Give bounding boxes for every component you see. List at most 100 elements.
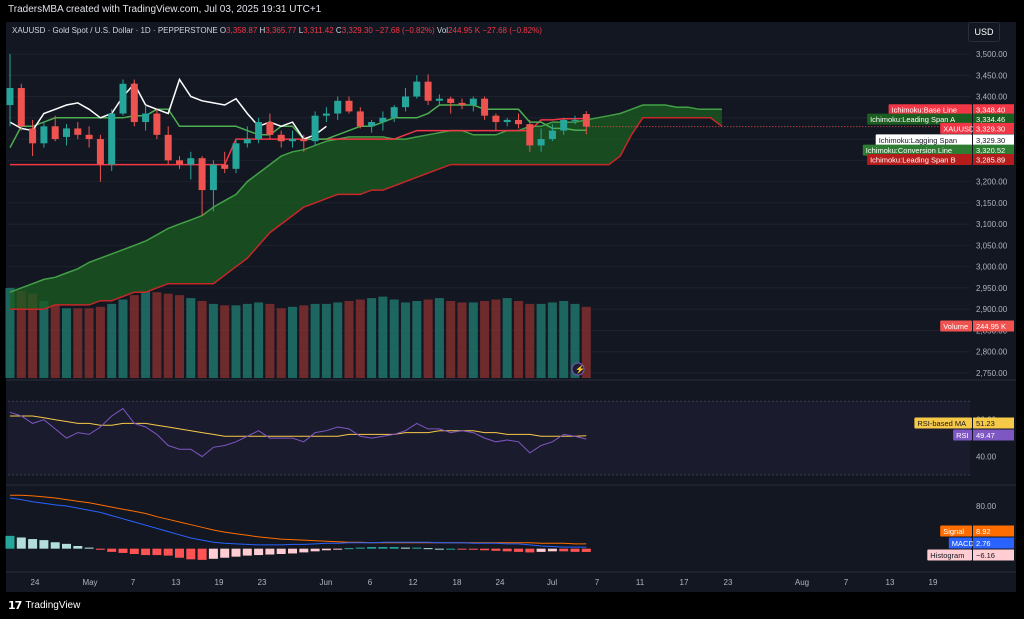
tag-conversion-label-bg — [862, 144, 972, 156]
candle-body — [232, 143, 240, 169]
tag-volume-value-bg — [973, 320, 1014, 332]
volume-bar — [491, 299, 501, 378]
volume-bar — [129, 295, 139, 378]
volume-bar — [73, 308, 83, 378]
volume-bar — [5, 287, 15, 378]
macd-histogram-bar — [220, 548, 230, 558]
volume-bar — [84, 308, 94, 378]
volume-bar — [344, 300, 354, 378]
tag-price-value: 3,329.30 — [976, 124, 1005, 133]
candle-body — [402, 96, 409, 108]
macd-histogram-bar — [95, 548, 105, 550]
macd-histogram-bar — [344, 548, 354, 550]
candle-body — [356, 111, 364, 127]
tradingview-logo[interactable]: 17 TradingView — [8, 599, 80, 612]
candle-body — [96, 139, 104, 165]
volume-bar — [62, 308, 71, 378]
tag-leading-a-value-bg — [973, 113, 1014, 125]
tag-base-line-label-bg — [888, 104, 972, 116]
candle-body — [379, 117, 387, 123]
volume-bar — [16, 290, 26, 378]
candle-body — [289, 139, 296, 142]
symbol-header: XAUUSD · Gold Spot / U.S. Dollar · 1D · … — [12, 26, 542, 35]
volume-bar — [412, 300, 422, 378]
currency-button[interactable]: USD — [968, 22, 1000, 42]
y-tick-label: 3,150.00 — [976, 199, 1008, 208]
candle-body — [51, 126, 59, 140]
volume-bar — [152, 292, 162, 378]
volume-bar — [570, 303, 580, 378]
volume-bar — [434, 298, 444, 378]
volume-bar — [333, 302, 343, 378]
volume-bar — [288, 306, 297, 378]
tag-signal-label: Signal — [943, 527, 964, 536]
y-tick-label: 3,450.00 — [976, 71, 1008, 80]
macd-histogram-bar — [16, 537, 26, 549]
macd-histogram-bar — [412, 547, 422, 549]
x-tick-label: May — [82, 578, 97, 587]
candle-body — [17, 88, 25, 127]
candle-body — [413, 81, 421, 97]
x-tick-label: 24 — [496, 578, 505, 587]
candle-body — [153, 113, 161, 135]
tag-macd-value-bg — [973, 537, 1014, 549]
candle-body — [537, 139, 545, 146]
candle-body — [209, 164, 217, 191]
volume-bar — [186, 298, 196, 378]
candle-body — [503, 119, 511, 123]
volume-bar — [197, 300, 207, 378]
volume-bar — [118, 299, 128, 378]
macd-histogram-bar — [299, 548, 309, 553]
volume-bar — [457, 302, 467, 378]
candle-body — [6, 88, 14, 106]
tag-rsi-ma-label: RSI-based MA — [917, 419, 966, 428]
tag-conversion-value: 3,320.52 — [976, 146, 1005, 155]
tag-rsi-value-bg — [973, 429, 1014, 441]
macd-histogram-bar — [197, 548, 207, 560]
tag-leading-b-value: 3,285.89 — [976, 155, 1005, 164]
tag-price-label-bg — [940, 122, 972, 134]
x-tick-label: 7 — [595, 578, 600, 587]
base-line — [10, 117, 587, 166]
candle-body — [119, 83, 127, 114]
macd-histogram-bar — [107, 548, 117, 552]
macd-histogram-bar — [333, 548, 343, 550]
rsi-band — [8, 401, 970, 475]
volume-bar — [525, 303, 535, 378]
tag-lagging-label-bg — [875, 134, 972, 146]
tag-base-line-value-bg — [973, 104, 1014, 116]
tag-signal-label-bg — [940, 525, 972, 537]
tag-histogram-label-bg — [927, 549, 972, 561]
candle-body — [187, 158, 195, 165]
candle-body — [74, 128, 82, 135]
x-tick-label: Jun — [320, 578, 333, 587]
x-tick-label: 7 — [844, 578, 849, 587]
attribution-bar: TradersMBA created with TradingView.com,… — [0, 0, 1024, 22]
tag-volume-label: Volume — [943, 322, 968, 331]
rsi-tick-label: 40.00 — [976, 453, 997, 462]
low-label: L — [298, 26, 304, 35]
volume-bar — [480, 300, 490, 378]
y-tick-label: 3,500.00 — [976, 50, 1008, 59]
candle-body — [492, 115, 500, 123]
candle-body — [243, 139, 251, 144]
candle-body — [458, 102, 466, 106]
tag-lagging-value-bg — [973, 134, 1014, 146]
candle-body — [368, 122, 376, 127]
candle-body — [221, 164, 229, 169]
macd-histogram-bar — [175, 548, 184, 558]
tag-leading-b-value-bg — [973, 153, 1014, 165]
candle-body — [198, 158, 206, 191]
x-tick-label: Aug — [795, 578, 809, 587]
volume-bar — [446, 300, 456, 378]
volume-bar — [310, 303, 320, 378]
x-tick-label: 7 — [131, 578, 136, 587]
volume-bar — [514, 300, 523, 378]
volume-bar — [231, 305, 241, 378]
macd-histogram-bar — [5, 535, 15, 549]
macd-histogram-bar — [28, 539, 38, 549]
tag-price-label: XAUUSD — [943, 124, 975, 133]
signal-line — [10, 494, 587, 545]
candle-body — [469, 98, 477, 106]
